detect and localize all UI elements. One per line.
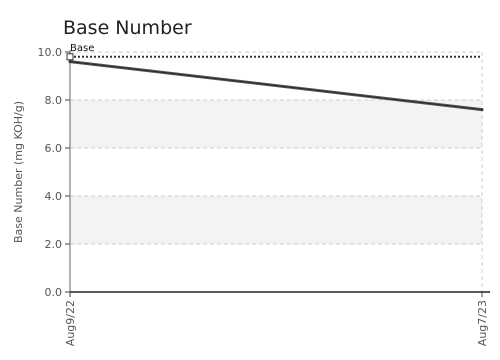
reference-line-label: Base (70, 43, 94, 54)
y-tick-label: 4.0 (45, 190, 63, 203)
y-axis-title: Base Number (mg KOH/g) (12, 101, 25, 243)
y-tick-label: 10.0 (38, 46, 63, 59)
series-line-core (69, 61, 483, 111)
data-point (480, 108, 484, 112)
grid-band (70, 196, 482, 244)
y-tick-label: 2.0 (45, 238, 63, 251)
grid-band (70, 100, 482, 148)
data-point (68, 60, 72, 64)
reference-marker (66, 53, 74, 61)
y-tick-label: 8.0 (45, 94, 63, 107)
y-tick-label: 6.0 (45, 142, 63, 155)
x-tick-label: Aug7/23 (476, 300, 489, 346)
y-tick-label: 0.0 (45, 286, 63, 299)
chart-title: Base Number (63, 17, 192, 39)
x-tick-label: Aug9/22 (64, 300, 77, 346)
